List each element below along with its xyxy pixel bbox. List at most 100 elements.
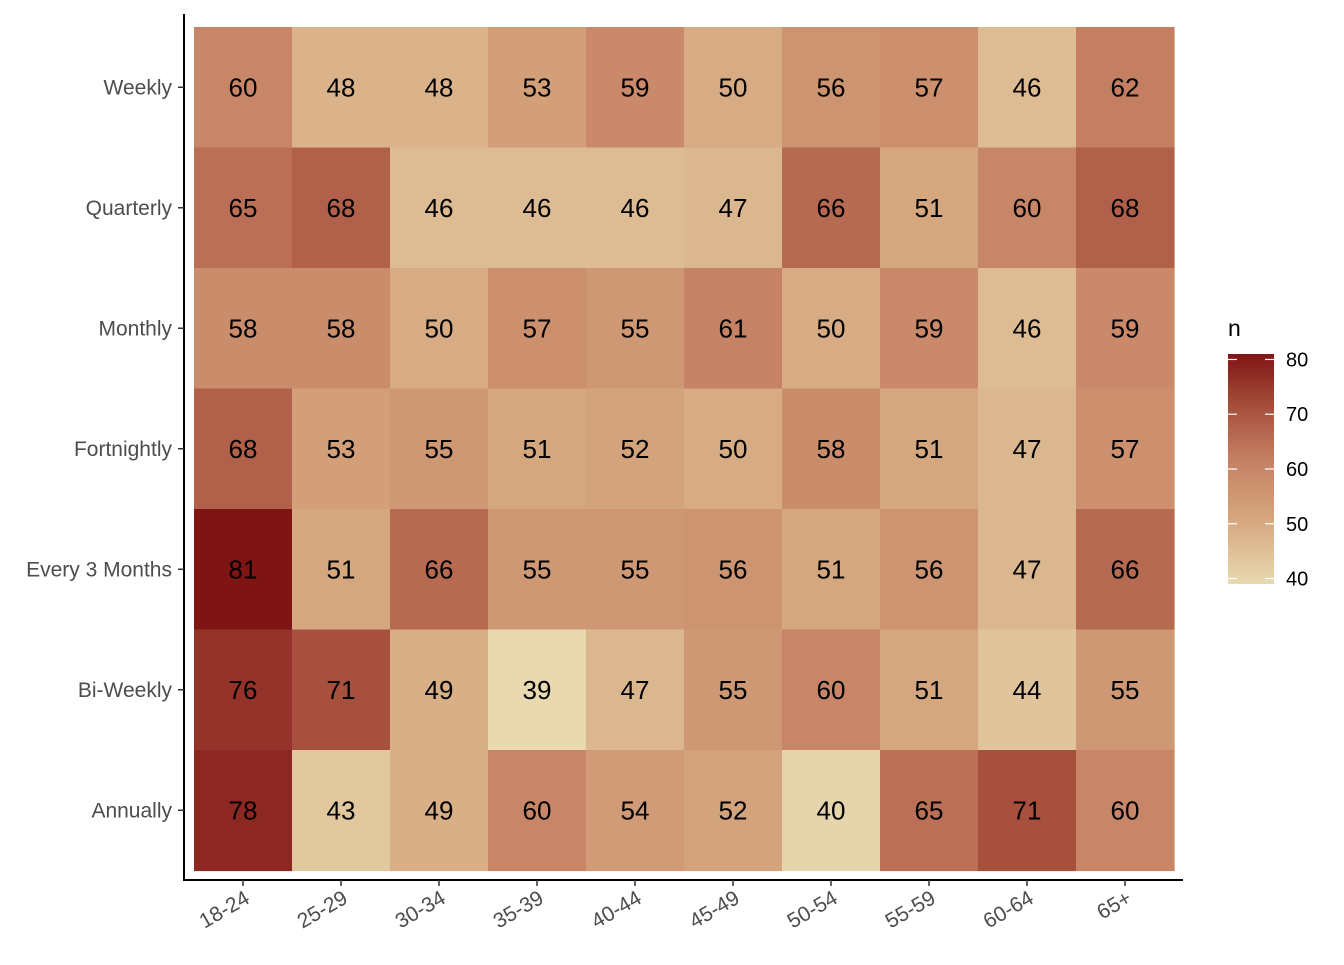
heatmap-cell bbox=[390, 388, 489, 510]
cell-value-label: 60 bbox=[1013, 193, 1042, 223]
cell-value-label: 51 bbox=[327, 554, 356, 584]
y-tick-label: Weekly bbox=[104, 76, 173, 99]
heatmap-cell bbox=[586, 509, 685, 631]
cell-value-label: 51 bbox=[523, 434, 552, 464]
heatmap-cell bbox=[880, 629, 979, 751]
heatmap-cell bbox=[390, 147, 489, 269]
heatmap-cell bbox=[586, 27, 685, 149]
cell-value-label: 43 bbox=[327, 795, 356, 825]
cell-value-label: 60 bbox=[1111, 795, 1140, 825]
heatmap-cell bbox=[292, 509, 391, 631]
heatmap-cell bbox=[782, 629, 881, 751]
heatmap-cell bbox=[488, 147, 587, 269]
heatmap-cell bbox=[586, 268, 685, 390]
heatmap-cell bbox=[880, 388, 979, 510]
heatmap-cell bbox=[390, 268, 489, 390]
cell-value-label: 71 bbox=[1013, 795, 1042, 825]
heatmap-cell bbox=[488, 268, 587, 390]
heatmap-cell bbox=[194, 27, 293, 149]
heatmap-cell bbox=[390, 27, 489, 149]
heatmap-cell bbox=[194, 147, 293, 269]
heatmap-cell bbox=[292, 27, 391, 149]
cell-value-label: 59 bbox=[1111, 313, 1140, 343]
heatmap-cell bbox=[586, 750, 685, 872]
cell-value-label: 62 bbox=[1111, 72, 1140, 102]
heatmap-cells bbox=[194, 27, 1175, 872]
cell-value-label: 39 bbox=[523, 675, 552, 705]
cell-value-label: 56 bbox=[817, 72, 846, 102]
cell-value-label: 46 bbox=[1013, 313, 1042, 343]
heatmap-cell bbox=[684, 509, 783, 631]
heatmap-cell bbox=[1076, 388, 1175, 510]
heatmap-cell bbox=[194, 388, 293, 510]
cell-value-label: 44 bbox=[1013, 675, 1042, 705]
heatmap-cell bbox=[684, 750, 783, 872]
cell-value-label: 55 bbox=[621, 313, 650, 343]
y-tick-label: Every 3 Months bbox=[26, 558, 172, 581]
legend-tick-label: 40 bbox=[1286, 569, 1308, 591]
cell-value-label: 47 bbox=[621, 675, 650, 705]
heatmap-cell bbox=[1076, 147, 1175, 269]
heatmap-cell bbox=[978, 147, 1077, 269]
cell-value-label: 40 bbox=[817, 795, 846, 825]
cell-value-label: 55 bbox=[719, 675, 748, 705]
heatmap-cell bbox=[292, 268, 391, 390]
heatmap-cell bbox=[684, 268, 783, 390]
heatmap-cell bbox=[978, 509, 1077, 631]
cell-value-label: 65 bbox=[915, 795, 944, 825]
cell-value-label: 71 bbox=[327, 675, 356, 705]
heatmap-cell bbox=[782, 750, 881, 872]
heatmap-cell bbox=[684, 147, 783, 269]
cell-value-label: 58 bbox=[817, 434, 846, 464]
heatmap-cell bbox=[1076, 509, 1175, 631]
heatmap-cell bbox=[782, 268, 881, 390]
cell-value-label: 66 bbox=[817, 193, 846, 223]
cell-value-label: 56 bbox=[719, 554, 748, 584]
x-tick-label: 65+ bbox=[1093, 886, 1135, 924]
heatmap-cell bbox=[488, 388, 587, 510]
heatmap-cell bbox=[390, 750, 489, 872]
heatmap-cell bbox=[292, 388, 391, 510]
cell-value-label: 46 bbox=[621, 193, 650, 223]
heatmap-cell bbox=[880, 268, 979, 390]
cell-value-label: 49 bbox=[425, 795, 454, 825]
heatmap-cell bbox=[194, 750, 293, 872]
heatmap-cell bbox=[782, 509, 881, 631]
cell-value-label: 46 bbox=[425, 193, 454, 223]
heatmap-cell bbox=[586, 388, 685, 510]
y-tick-label: Monthly bbox=[98, 317, 172, 340]
cell-value-label: 54 bbox=[621, 795, 650, 825]
cell-value-label: 52 bbox=[719, 795, 748, 825]
legend-tick-label: 80 bbox=[1286, 349, 1308, 371]
cell-value-label: 48 bbox=[425, 72, 454, 102]
y-tick-label: Quarterly bbox=[86, 197, 173, 220]
legend-tick-label: 70 bbox=[1286, 404, 1308, 426]
heatmap-cell bbox=[390, 629, 489, 751]
cell-value-label: 81 bbox=[229, 554, 258, 584]
heatmap-cell bbox=[292, 147, 391, 269]
x-tick-label: 45-49 bbox=[685, 886, 743, 933]
x-tick-label: 25-29 bbox=[293, 886, 351, 933]
cell-value-label: 65 bbox=[229, 193, 258, 223]
cell-value-label: 47 bbox=[719, 193, 748, 223]
legend-title: n bbox=[1228, 315, 1241, 341]
cell-value-label: 50 bbox=[425, 313, 454, 343]
cell-value-label: 50 bbox=[719, 434, 748, 464]
heatmap-cell bbox=[488, 509, 587, 631]
cell-value-label: 51 bbox=[915, 675, 944, 705]
cell-value-label: 55 bbox=[425, 434, 454, 464]
heatmap-cell bbox=[684, 388, 783, 510]
heatmap-cell bbox=[782, 388, 881, 510]
cell-value-label: 60 bbox=[817, 675, 846, 705]
cell-value-label: 55 bbox=[523, 554, 552, 584]
cell-labels: 60 48 48 53 59 50 56 57 46 62 65 68 46 46 46 47 66 51 60 68… bbox=[229, 72, 1140, 825]
heatmap-cell bbox=[1076, 27, 1175, 149]
heatmap-cell bbox=[880, 147, 979, 269]
cell-value-label: 66 bbox=[1111, 554, 1140, 584]
cell-value-label: 57 bbox=[1111, 434, 1140, 464]
heatmap-cell bbox=[488, 750, 587, 872]
cell-value-label: 68 bbox=[229, 434, 258, 464]
cell-value-label: 53 bbox=[327, 434, 356, 464]
cell-value-label: 55 bbox=[621, 554, 650, 584]
